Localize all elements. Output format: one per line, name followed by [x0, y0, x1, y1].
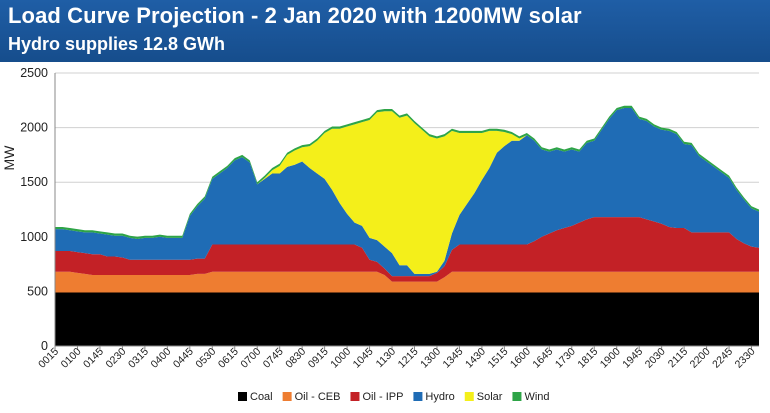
- x-tick-2330: 2330: [733, 346, 758, 371]
- x-tick-0700: 0700: [238, 346, 263, 371]
- x-tick-0530: 0530: [193, 346, 218, 371]
- x-tick-1600: 1600: [508, 346, 533, 371]
- x-tick-1900: 1900: [598, 346, 623, 371]
- chart-title: Load Curve Projection - 2 Jan 2020 with …: [8, 3, 582, 28]
- area-solar: [55, 107, 759, 274]
- legend-swatch-oil-ipp: [350, 392, 360, 401]
- x-tick-0830: 0830: [283, 346, 308, 371]
- x-tick-1815: 1815: [575, 346, 600, 371]
- y-axis-label: MW: [1, 145, 17, 171]
- x-tick-1045: 1045: [351, 346, 376, 371]
- x-tick-0230: 0230: [104, 346, 129, 371]
- stacked-areas: [55, 105, 759, 346]
- x-tick-1215: 1215: [396, 346, 421, 371]
- x-tick-1000: 1000: [328, 346, 353, 371]
- y-tick-1500: 1500: [20, 175, 48, 189]
- x-tick-1945: 1945: [620, 346, 645, 371]
- legend-swatch-oil-ceb: [282, 392, 292, 401]
- legend-swatch-hydro: [413, 392, 423, 401]
- x-tick-0145: 0145: [81, 346, 106, 371]
- legend: Coal Oil - CEB Oil - IPP Hydro Solar Wind: [238, 391, 550, 403]
- x-tick-1300: 1300: [418, 346, 443, 371]
- x-tick-0100: 0100: [59, 346, 84, 371]
- x-tick-1130: 1130: [374, 346, 399, 371]
- y-tick-1000: 1000: [20, 230, 48, 244]
- x-tick-2245: 2245: [710, 346, 735, 371]
- x-tick-1645: 1645: [530, 346, 555, 371]
- area-oil-ipp: [55, 217, 759, 282]
- x-tick-0315: 0315: [126, 346, 151, 371]
- x-tick-1345: 1345: [441, 346, 466, 371]
- x-tick-0400: 0400: [148, 346, 173, 371]
- axes: [54, 73, 759, 347]
- x-tick-1430: 1430: [463, 346, 488, 371]
- legend-item-oil-ipp: Oil - IPP: [350, 391, 403, 403]
- legend-label-hydro: Hydro: [425, 391, 454, 403]
- x-tick-1730: 1730: [553, 346, 578, 371]
- x-tick-labels: 0015010001450230031504000445053006150700…: [36, 346, 758, 371]
- legend-item-solar: Solar: [464, 391, 503, 403]
- y-tick-labels: 0 500 1000 1500 2000 2500: [20, 66, 48, 353]
- x-tick-0015: 0015: [36, 346, 61, 371]
- x-tick-2200: 2200: [688, 346, 713, 371]
- legend-swatch-wind: [512, 392, 522, 401]
- legend-item-wind: Wind: [512, 391, 550, 403]
- x-tick-0745: 0745: [261, 346, 286, 371]
- y-tick-2000: 2000: [20, 121, 48, 135]
- x-tick-0445: 0445: [171, 346, 196, 371]
- title-banner: Load Curve Projection - 2 Jan 2020 with …: [0, 0, 770, 62]
- x-tick-2115: 2115: [666, 346, 691, 371]
- legend-label-coal: Coal: [250, 391, 273, 403]
- y-tick-2500: 2500: [20, 66, 48, 80]
- x-tick-0615: 0615: [216, 346, 241, 371]
- legend-label-oil-ipp: Oil - IPP: [362, 391, 403, 403]
- x-tick-2030: 2030: [643, 346, 668, 371]
- area-hydro: [55, 107, 759, 277]
- legend-label-oil-ceb: Oil - CEB: [295, 391, 341, 403]
- legend-swatch-coal: [238, 392, 247, 401]
- legend-item-coal: Coal: [238, 391, 273, 403]
- x-tick-0915: 0915: [306, 346, 331, 371]
- legend-swatch-solar: [464, 392, 474, 401]
- legend-label-wind: Wind: [524, 391, 549, 403]
- chart-subtitle: Hydro supplies 12.8 GWh: [8, 34, 226, 54]
- y-tick-500: 500: [27, 284, 48, 298]
- area-oil-ceb: [55, 271, 759, 293]
- legend-item-hydro: Hydro: [413, 391, 455, 403]
- area-coal: [55, 292, 759, 346]
- legend-item-oil-ceb: Oil - CEB: [282, 391, 341, 403]
- legend-label-solar: Solar: [477, 391, 503, 403]
- y-tick-0: 0: [41, 339, 48, 353]
- x-tick-1515: 1515: [485, 346, 510, 371]
